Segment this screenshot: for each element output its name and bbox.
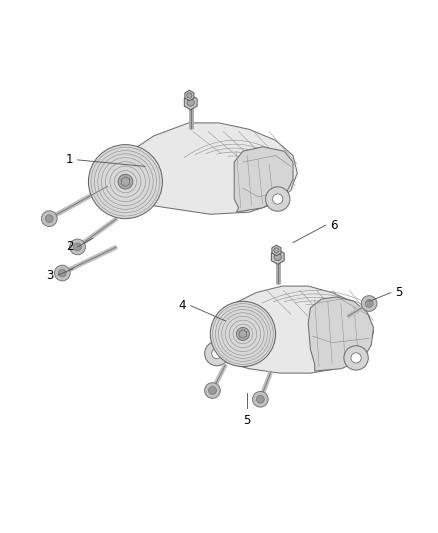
Circle shape	[113, 184, 138, 209]
Circle shape	[120, 192, 131, 202]
Text: 2: 2	[66, 240, 73, 253]
Polygon shape	[234, 147, 293, 212]
Circle shape	[208, 386, 216, 394]
Text: 1: 1	[66, 154, 73, 166]
Text: 3: 3	[46, 269, 53, 282]
Text: 5: 5	[395, 286, 403, 299]
Circle shape	[237, 327, 250, 341]
Circle shape	[74, 243, 81, 251]
Circle shape	[253, 391, 268, 407]
Text: 4: 4	[179, 299, 186, 312]
Circle shape	[54, 265, 70, 281]
Circle shape	[205, 383, 220, 398]
Circle shape	[42, 211, 57, 227]
Polygon shape	[184, 95, 197, 110]
Circle shape	[265, 187, 290, 211]
Circle shape	[272, 194, 283, 204]
Circle shape	[46, 215, 53, 223]
Circle shape	[88, 144, 162, 219]
Polygon shape	[308, 297, 374, 371]
Circle shape	[361, 296, 377, 311]
Circle shape	[274, 248, 279, 253]
Text: 6: 6	[330, 219, 338, 232]
Text: 5: 5	[244, 415, 251, 427]
Circle shape	[365, 300, 373, 308]
Circle shape	[210, 301, 276, 367]
Polygon shape	[110, 123, 297, 214]
Circle shape	[187, 93, 192, 98]
Polygon shape	[210, 286, 374, 373]
Polygon shape	[272, 249, 284, 264]
Circle shape	[344, 346, 368, 370]
Circle shape	[70, 239, 85, 255]
Circle shape	[274, 253, 282, 261]
Polygon shape	[185, 90, 194, 101]
Circle shape	[205, 341, 229, 366]
Polygon shape	[272, 245, 281, 256]
Circle shape	[187, 99, 194, 106]
Circle shape	[58, 269, 66, 277]
Circle shape	[118, 174, 133, 189]
Circle shape	[351, 353, 361, 363]
Circle shape	[212, 349, 222, 359]
Circle shape	[256, 395, 264, 403]
